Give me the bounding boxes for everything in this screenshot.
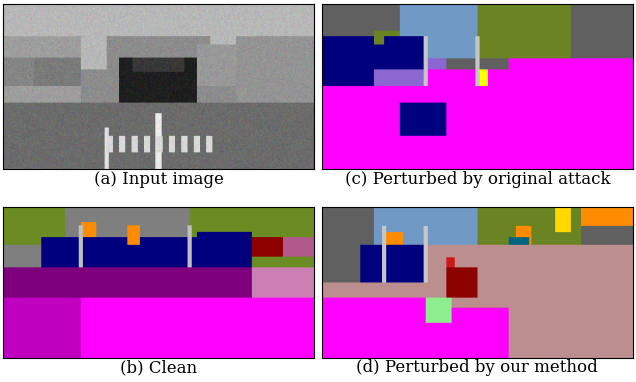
Text: (c) Perturbed by original attack: (c) Perturbed by original attack xyxy=(345,171,610,188)
Text: (a) Input image: (a) Input image xyxy=(93,171,224,188)
Text: (b) Clean: (b) Clean xyxy=(120,359,197,376)
Text: (d) Perturbed by our method: (d) Perturbed by our method xyxy=(357,359,598,376)
